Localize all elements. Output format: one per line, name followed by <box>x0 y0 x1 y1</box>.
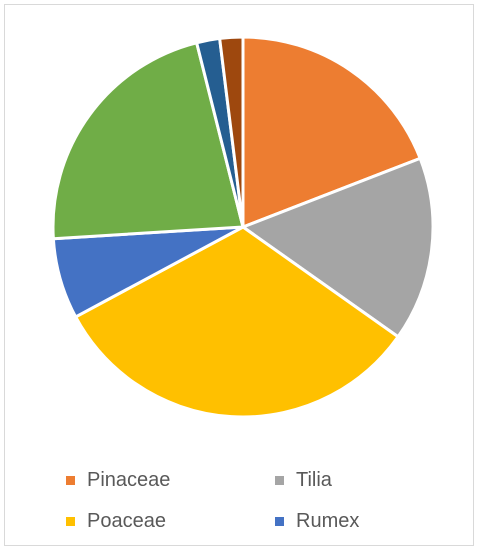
pie-slice-unlabeled-4 <box>51 41 245 241</box>
pie-slice-pinaceae <box>241 35 422 229</box>
pie-slice-tilia <box>241 156 435 339</box>
pie-slice-unlabeled-6 <box>218 35 245 229</box>
chart-frame: Pinaceae Tilia Poaceae Rumex <box>4 4 474 546</box>
pie-chart <box>51 35 435 419</box>
